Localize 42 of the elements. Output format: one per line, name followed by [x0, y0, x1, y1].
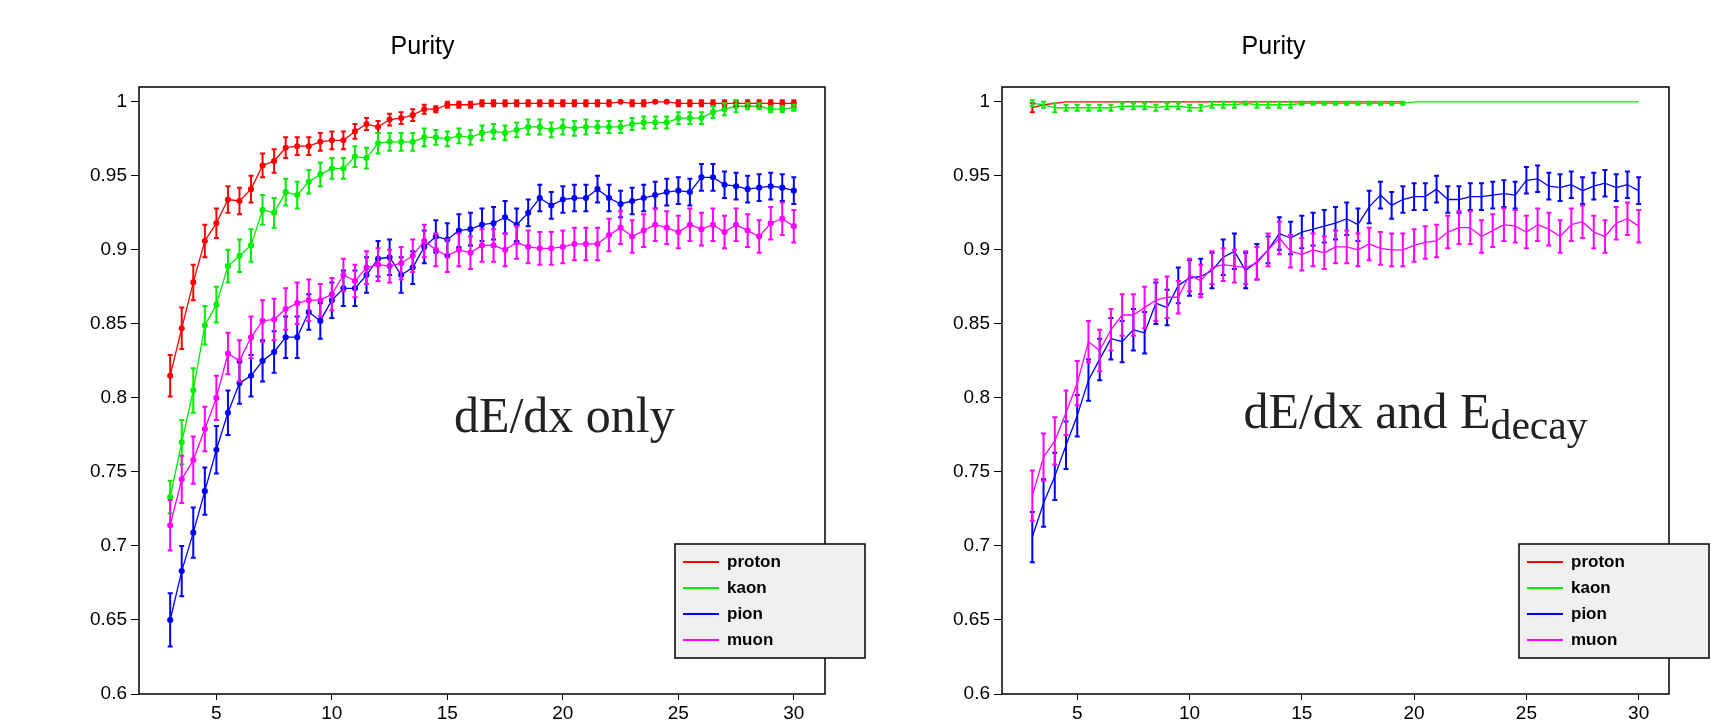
legend-label: muon [727, 629, 774, 649]
y-tick-label: 0.75 [90, 460, 127, 482]
y-tick-label: 0.95 [953, 164, 990, 186]
x-tick-label: 30 [783, 701, 805, 723]
y-tick-label: 0.8 [100, 386, 127, 408]
legend-label: proton [727, 551, 781, 571]
y-tick-label: 0.85 [953, 312, 990, 334]
y-tick-label: 0.9 [963, 238, 990, 260]
legend-label: muon [1571, 629, 1618, 649]
y-tick-label: 0.8 [963, 386, 990, 408]
y-tick-label: 0.65 [953, 608, 990, 630]
legend-label: kaon [727, 577, 767, 597]
x-tick-label: 10 [321, 701, 343, 723]
y-tick-label: 0.9 [100, 238, 127, 260]
y-tick-label: 0.6 [100, 682, 127, 704]
y-tick-label: 0.95 [90, 164, 127, 186]
x-tick-label: 15 [436, 701, 458, 723]
legend-label: kaon [1571, 577, 1611, 597]
chart-title: Purity [390, 30, 455, 59]
chart-title: Purity [1241, 30, 1306, 59]
y-tick-label: 1 [116, 90, 127, 112]
legend-label: pion [1571, 603, 1607, 623]
y-tick-label: 0.65 [90, 608, 127, 630]
x-tick-label: 25 [1515, 701, 1537, 723]
y-tick-label: 0.75 [953, 460, 990, 482]
x-tick-label: 15 [1291, 701, 1313, 723]
x-tick-label: 30 [1628, 701, 1650, 723]
legend-label: proton [1571, 551, 1625, 571]
annotation: dE/dx and E$_{decay}$ [1243, 381, 1588, 449]
y-tick-label: 0.6 [963, 682, 990, 704]
x-tick-label: 10 [1178, 701, 1201, 723]
annotation: dE/dx only [453, 385, 675, 444]
x-tick-label: 5 [211, 701, 222, 723]
x-tick-label: 5 [1071, 701, 1083, 723]
y-tick-label: 1 [979, 90, 990, 112]
x-tick-label: 20 [1403, 701, 1425, 723]
y-tick-label: 0.7 [963, 534, 990, 556]
y-tick-label: 0.7 [100, 534, 127, 556]
legend-label: pion [727, 603, 763, 623]
x-tick-label: 20 [552, 701, 574, 723]
y-tick-label: 0.85 [90, 312, 127, 334]
x-tick-label: 25 [667, 701, 689, 723]
